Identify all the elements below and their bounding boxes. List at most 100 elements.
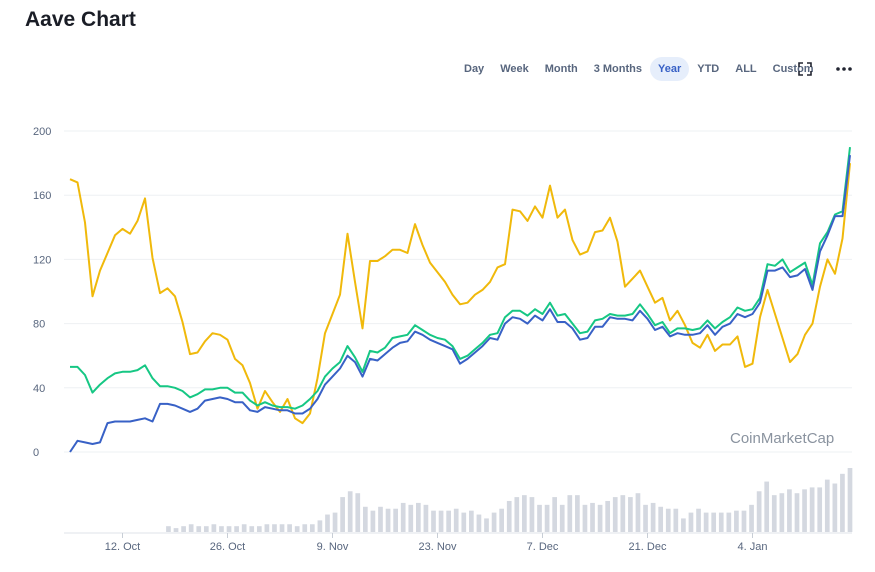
volume-bar xyxy=(431,510,436,532)
volume-bar xyxy=(378,506,383,532)
volume-bar xyxy=(211,524,217,532)
volume-bar xyxy=(658,506,664,532)
x-tick-label: 9. Nov xyxy=(317,541,349,553)
volume-bar xyxy=(340,497,345,532)
range-button-day[interactable]: Day xyxy=(464,63,485,75)
volume-bar xyxy=(537,504,542,532)
volume-bar xyxy=(279,524,285,532)
volume-bar xyxy=(832,483,838,532)
volume-bar xyxy=(559,504,565,532)
volume-bar xyxy=(476,514,482,532)
volume-bar xyxy=(612,497,618,532)
volume-bar xyxy=(499,508,504,532)
volume-bar xyxy=(711,512,717,532)
volume-bar xyxy=(718,512,724,532)
volume-bar xyxy=(847,468,853,532)
volume-bar xyxy=(590,502,595,532)
x-tick-label: 21. Dec xyxy=(629,541,667,553)
volume-bar xyxy=(665,508,671,532)
volume-bar xyxy=(597,504,603,532)
x-tick-label: 23. Nov xyxy=(419,541,457,553)
range-button-all[interactable]: ALL xyxy=(735,63,757,75)
volume-bar xyxy=(393,508,398,532)
volume-bar xyxy=(703,512,709,532)
y-tick-label: 0 xyxy=(33,447,39,459)
series-line-1 xyxy=(70,146,851,410)
volume-bar xyxy=(325,514,330,532)
series-line-0 xyxy=(69,163,851,425)
volume-bar xyxy=(741,510,747,532)
volume-bar xyxy=(673,508,679,532)
volume-bar xyxy=(726,512,732,532)
volume-bar xyxy=(234,526,239,532)
volume-bar xyxy=(552,497,558,532)
volume-bar xyxy=(355,493,361,532)
volume-bar xyxy=(643,504,648,532)
volume-bar xyxy=(802,489,807,532)
volume-bar xyxy=(241,524,247,532)
x-tick-label: 26. Oct xyxy=(210,541,245,553)
time-range-selector: Day Week Month 3 Months Year YTD ALL Custom xyxy=(456,56,822,82)
volume-bar xyxy=(181,526,186,532)
volume-bar xyxy=(287,524,292,532)
volume-bar xyxy=(756,491,762,532)
volume-bar xyxy=(484,518,489,532)
volume-bar xyxy=(453,508,459,532)
volume-bar xyxy=(188,524,194,532)
volume-bar xyxy=(567,495,573,532)
volume-bar xyxy=(681,518,686,532)
volume-bar xyxy=(256,526,262,532)
volume-bar xyxy=(400,502,406,532)
volume-bar xyxy=(196,526,202,532)
series-line-2 xyxy=(69,154,851,453)
y-tick-label: 160 xyxy=(33,190,51,202)
chart-svg: 0 40 80 120 160 200 12. Oct 26. Oct 9. Nov 23. N… xyxy=(33,126,853,553)
volume-bar xyxy=(779,493,785,532)
volume-bar xyxy=(347,491,353,532)
y-tick-label: 120 xyxy=(33,254,51,266)
y-tick-label: 80 xyxy=(33,319,45,331)
volume-bar xyxy=(309,524,315,532)
range-button-year[interactable]: Year xyxy=(650,57,690,81)
volume-bar xyxy=(734,510,739,532)
more-icon[interactable] xyxy=(831,56,857,82)
watermark: CoinMarketCap xyxy=(730,430,834,447)
range-button-3-months[interactable]: 3 Months xyxy=(593,63,642,75)
volume-bar xyxy=(575,495,580,532)
volume-bar xyxy=(317,520,323,532)
y-tick-label: 40 xyxy=(33,383,45,395)
volume-bar xyxy=(362,506,368,532)
volume-bar xyxy=(771,495,777,532)
fullscreen-icon[interactable] xyxy=(792,56,818,82)
range-button-week[interactable]: Week xyxy=(500,63,529,75)
volume-bar xyxy=(605,500,611,532)
page-title: Aave Chart xyxy=(25,8,136,31)
volume-bar xyxy=(809,487,815,532)
range-button-month[interactable]: Month xyxy=(544,63,578,75)
volume-bar xyxy=(294,526,300,532)
volume-bar xyxy=(635,493,641,532)
volume-bar xyxy=(628,497,633,532)
volume-bar xyxy=(219,526,224,532)
volume-bar xyxy=(438,510,444,532)
volume-bar xyxy=(469,510,474,532)
volume-bar xyxy=(408,504,414,532)
volume-bar xyxy=(461,512,467,532)
volume-bar xyxy=(173,528,179,532)
volume-bar xyxy=(696,508,701,532)
volume-bar xyxy=(416,502,421,532)
volume-bar xyxy=(650,502,656,532)
x-tick-label: 12. Oct xyxy=(105,541,140,553)
y-tick-label: 200 xyxy=(33,126,51,138)
volume-bar xyxy=(491,512,497,532)
range-button-ytd[interactable]: YTD xyxy=(697,63,720,75)
volume-bar xyxy=(688,512,694,532)
price-chart[interactable]: 0 40 80 120 160 200 12. Oct 26. Oct 9. Nov 23. N… xyxy=(0,100,875,572)
volume-bar xyxy=(166,526,171,532)
volume-bar xyxy=(249,526,255,532)
volume-bar xyxy=(446,510,451,532)
volume-bar xyxy=(544,504,550,532)
range-button-custom[interactable]: Custom xyxy=(772,63,814,75)
volume-bar xyxy=(203,526,209,532)
volume-bar xyxy=(764,481,770,532)
